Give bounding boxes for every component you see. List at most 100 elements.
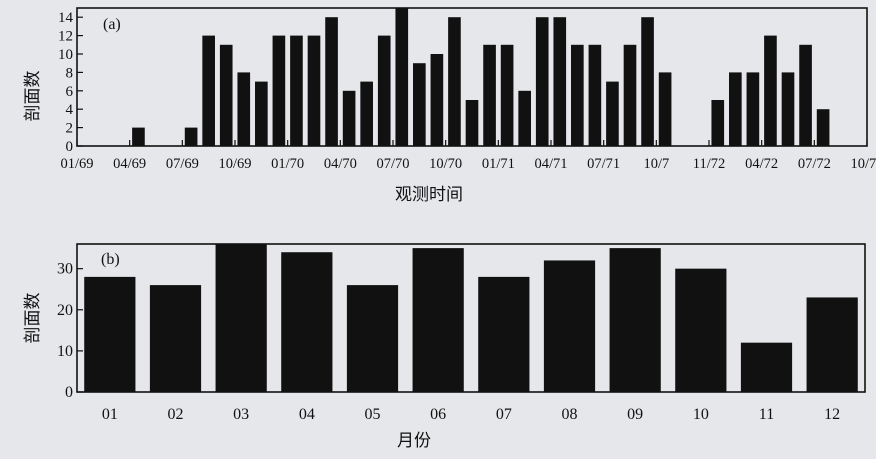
- panel-a-bar: [184, 127, 198, 146]
- panel-a-bar: [518, 90, 531, 146]
- panel-a-bar: [571, 44, 584, 146]
- panel-a-label: (a): [103, 16, 121, 33]
- panel-a-bar: [553, 17, 567, 147]
- panel-b-x-tick-label: 01: [102, 406, 118, 423]
- panel-a-bar: [816, 109, 830, 146]
- panel-a-bar: [746, 72, 760, 146]
- panel-a-bars: [132, 8, 830, 147]
- panel-b-bar: [478, 276, 530, 392]
- panel-b-y-axis-title: 剖面数: [23, 293, 42, 344]
- panel-a-bar: [764, 35, 777, 146]
- panel-a-bar: [325, 17, 338, 147]
- panel-b-frame: [76, 243, 866, 393]
- panel-a-x-tick-label: 04/71: [534, 156, 567, 172]
- panel-a-y-axis-title: 剖面数: [23, 71, 42, 122]
- panel-b-bar: [609, 248, 661, 392]
- panel-a-bar: [711, 100, 725, 146]
- panel-a-x-tick-label: 07/70: [376, 156, 409, 172]
- panel-a-bar: [219, 44, 233, 146]
- panel-a-bar: [606, 81, 619, 146]
- panel-a-y-tick-label: 2: [66, 121, 74, 137]
- panel-b-x-tick-label: 06: [430, 406, 446, 423]
- panel-a-x-tick-label: 07/69: [166, 156, 199, 172]
- panel-b-label: (b): [101, 251, 120, 268]
- panel-b-y-tick-label: 20: [57, 302, 73, 319]
- panel-a-y-axis: 0 2 4 6 8 10 12 14: [58, 10, 83, 155]
- panel-b-bar: [543, 260, 596, 392]
- panel-b-x-tick-label: 03: [233, 406, 249, 423]
- panel-a-x-tick-label: 11/72: [693, 156, 726, 172]
- panel-a-y-tick-label: 14: [58, 10, 74, 26]
- panel-a-x-tick-label: 10/69: [218, 156, 251, 172]
- panel-a-bar: [342, 90, 356, 146]
- panel-b-x-axis-title: 月份: [397, 431, 431, 450]
- panel-a-x-tick-label: 10/72: [850, 156, 876, 172]
- panel-b-bar: [281, 252, 333, 392]
- panel-a-bar: [623, 44, 637, 146]
- panel-a-bar: [535, 17, 549, 147]
- panel-a-x-tick-label: 07/72: [798, 156, 831, 172]
- panel-a-bar: [377, 35, 391, 146]
- panel-b-x-tick-label: 08: [562, 406, 578, 423]
- panel-b-bar: [412, 248, 464, 392]
- panel-b-y-axis: 0 10 20 30: [57, 261, 83, 401]
- panel-a-y-tick-label: 0: [66, 139, 74, 155]
- panel-b-x-tick-label: 09: [627, 406, 643, 423]
- panel-a-bar: [799, 44, 812, 146]
- panel-a-bar: [290, 35, 303, 146]
- panel-b-bar: [215, 244, 267, 392]
- panel-a-bar: [729, 72, 742, 146]
- panel-a-x-tick-label: 10/70: [429, 156, 462, 172]
- panel-a-bar: [781, 72, 795, 146]
- panel-a-x-tick-label: 10/7: [643, 156, 669, 172]
- panel-a-x-tick-label: 04/70: [324, 156, 357, 172]
- panel-a-bar: [272, 35, 286, 146]
- panel-a-y-tick-label: 4: [66, 102, 74, 118]
- panel-a-x-axis: 01/69 04/69 07/69 10/69 01/70 04/70 07/70 10/70…: [60, 140, 876, 172]
- panel-a-bar: [132, 127, 145, 146]
- panel-a-x-axis-title: 观测时间: [395, 185, 463, 204]
- panel-a: 0 2 4 6 8 10 12 14 01/69 04/69 07/69 10/69 01/70 04/…: [23, 7, 876, 204]
- panel-a-bar: [413, 63, 426, 147]
- panel-a-bar: [237, 72, 251, 146]
- panel-a-x-tick-label: 01/70: [271, 156, 304, 172]
- panel-a-x-tick-label: 04/72: [745, 156, 778, 172]
- panel-a-x-tick-label: 04/69: [113, 156, 146, 172]
- panel-a-bar: [307, 35, 321, 146]
- panel-b-x-tick-label: 10: [693, 406, 709, 423]
- panel-b-bar: [740, 342, 793, 392]
- panel-b-x-tick-label: 04: [299, 406, 315, 423]
- panel-a-y-tick-label: 6: [66, 84, 74, 100]
- panel-b-y-tick-label: 30: [57, 261, 73, 278]
- panel-b-bar: [346, 285, 399, 392]
- panel-a-y-tick-label: 8: [66, 65, 74, 81]
- panel-a-bar: [202, 35, 215, 146]
- panel-b-bars: [84, 244, 858, 392]
- panel-a-bar: [448, 17, 461, 147]
- panel-a-bar: [255, 81, 268, 146]
- panel-a-bar: [360, 81, 373, 146]
- panel-b-x-tick-label: 05: [365, 406, 381, 423]
- panel-b-bar: [84, 276, 136, 392]
- panel-a-x-tick-label: 07/71: [587, 156, 620, 172]
- panel-a-bar: [395, 8, 409, 146]
- panel-a-bar: [658, 72, 672, 146]
- panel-a-bar: [500, 44, 514, 146]
- panel-a-bar: [588, 44, 602, 146]
- panel-a-bar: [465, 100, 479, 146]
- panel-a-x-tick-label: 01/69: [60, 156, 93, 172]
- panel-b-bar: [675, 268, 727, 392]
- panel-b-x-tick-label: 02: [168, 406, 184, 423]
- panel-b-bar: [149, 285, 202, 392]
- panel-b-bar: [806, 297, 858, 392]
- panel-a-bar: [430, 54, 444, 146]
- panel-b-x-axis: 01 02 03 04 05 06 07 08 09 10 11 12: [102, 406, 840, 423]
- panel-a-x-tick-label: 01/71: [482, 156, 515, 172]
- panel-b-x-tick-label: 12: [824, 406, 840, 423]
- panel-b-y-tick-label: 10: [57, 343, 73, 360]
- panel-b-x-tick-label: 11: [759, 406, 774, 423]
- panel-b-y-tick-label: 0: [65, 384, 73, 401]
- panel-a-y-tick-label: 12: [58, 29, 73, 45]
